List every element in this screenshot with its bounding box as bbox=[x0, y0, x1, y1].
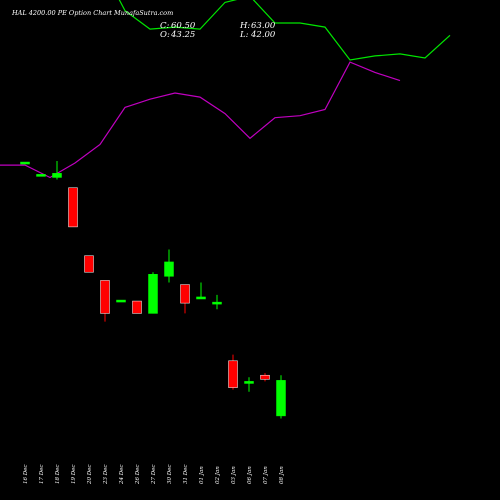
candle-body bbox=[164, 261, 174, 277]
candle bbox=[84, 255, 94, 273]
chart-title: HAL 4200.00 PE Option Chart MunafaSutra.… bbox=[11, 9, 173, 17]
candle bbox=[164, 249, 174, 283]
x-tick-label: 20 Dec bbox=[87, 465, 93, 486]
candle bbox=[180, 284, 190, 314]
x-tick-label: 24 Dec bbox=[119, 465, 125, 486]
candle bbox=[196, 282, 206, 300]
candle bbox=[212, 294, 222, 310]
x-tick-label: 17 Dec bbox=[39, 465, 45, 485]
candle bbox=[244, 377, 254, 392]
low-value: 42.00 bbox=[250, 30, 276, 40]
candle bbox=[260, 373, 270, 382]
close-label: C: bbox=[160, 21, 170, 31]
candle bbox=[132, 300, 142, 314]
x-axis-labels: 16 Dec 17 Dec 18 Dec 19 Dec 20 Dec 23 Dec 24 D… bbox=[23, 465, 285, 486]
close-value: 60.50 bbox=[171, 21, 196, 31]
candle-body bbox=[52, 173, 62, 178]
candle bbox=[148, 272, 158, 314]
candle-body bbox=[68, 187, 78, 228]
x-tick-label: 18 Dec bbox=[55, 465, 61, 485]
x-tick-label: 23 Dec bbox=[103, 465, 109, 486]
candle-body bbox=[196, 296, 206, 300]
open-value: 43.25 bbox=[170, 30, 195, 40]
x-tick-label: 02 Jan bbox=[215, 466, 221, 484]
candle-body bbox=[116, 299, 126, 303]
candle-body bbox=[276, 380, 286, 417]
candle bbox=[52, 160, 62, 180]
candle bbox=[68, 187, 78, 228]
x-tick-label: 08 Jan bbox=[279, 466, 285, 484]
candle-body bbox=[212, 301, 222, 305]
x-tick-label: 01 Jan bbox=[199, 466, 205, 484]
x-tick-label: 19 Dec bbox=[71, 465, 77, 485]
x-tick-label: 06 Jan bbox=[247, 466, 253, 484]
open-label: O: bbox=[160, 30, 170, 40]
candle bbox=[20, 161, 30, 165]
x-tick-label: 03 Jan bbox=[231, 466, 237, 484]
candle bbox=[36, 174, 46, 177]
candle bbox=[228, 354, 238, 390]
x-tick-label: 30 Dec bbox=[167, 465, 173, 485]
high-value: 63.00 bbox=[251, 21, 276, 31]
upper-band-line bbox=[118, 0, 451, 61]
candle-body bbox=[132, 300, 142, 314]
candle-body bbox=[244, 381, 254, 384]
lower-band-line bbox=[0, 61, 401, 179]
candle-body bbox=[228, 360, 238, 388]
candle-body bbox=[84, 255, 94, 273]
candle bbox=[116, 299, 126, 303]
candle-body bbox=[20, 161, 30, 165]
high-label: H: bbox=[239, 21, 250, 31]
candle-body bbox=[100, 280, 110, 314]
candles-layer bbox=[20, 160, 286, 419]
low-label: L: bbox=[239, 30, 249, 40]
x-tick-label: 27 Dec bbox=[151, 465, 157, 486]
candle bbox=[100, 280, 110, 322]
candle-body bbox=[148, 274, 158, 314]
candle-body bbox=[180, 284, 190, 304]
candle-body bbox=[36, 174, 46, 177]
candle bbox=[276, 375, 286, 419]
candle-body bbox=[260, 374, 270, 380]
x-tick-label: 16 Dec bbox=[23, 465, 29, 485]
x-tick-label: 07 Jan bbox=[263, 466, 269, 484]
x-tick-label: 26 Dec bbox=[135, 465, 141, 486]
x-tick-label: 31 Dec bbox=[183, 465, 189, 485]
bands-layer bbox=[0, 0, 451, 179]
